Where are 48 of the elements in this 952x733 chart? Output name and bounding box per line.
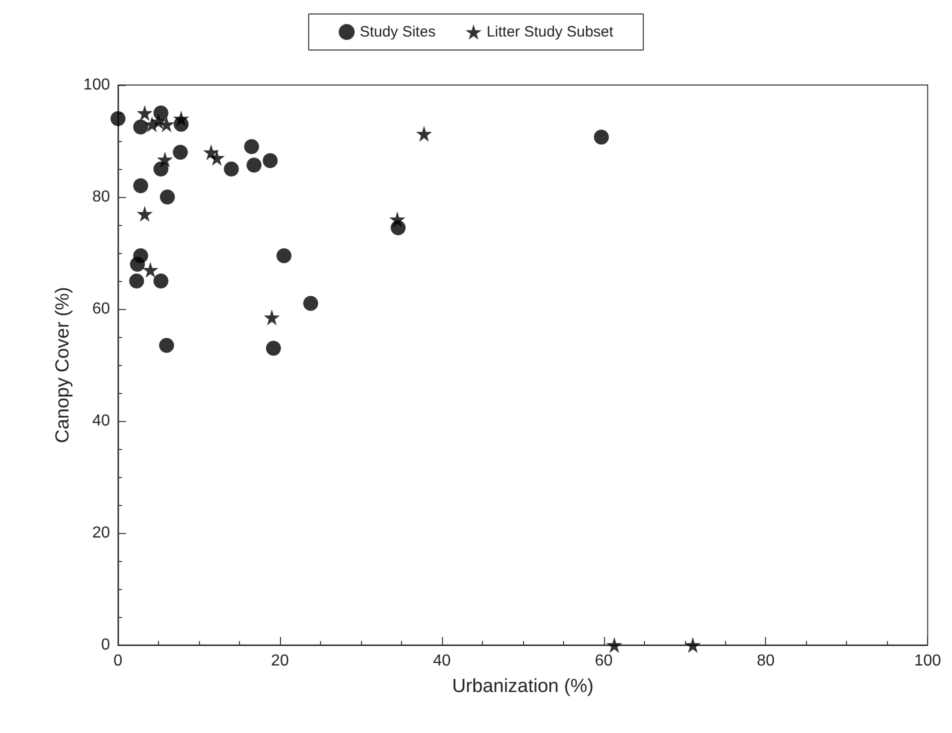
point [416, 126, 432, 142]
y-axis-title: Canopy Cover (%) [52, 286, 74, 444]
point [136, 206, 153, 222]
point [224, 162, 239, 176]
point [208, 150, 225, 166]
point [606, 637, 622, 653]
y-tick-label: 0 [101, 636, 110, 654]
point [264, 309, 280, 326]
point [136, 105, 153, 121]
y-tick-label: 100 [83, 76, 110, 94]
point [110, 111, 126, 126]
point [172, 144, 188, 160]
y-tick-label: 20 [92, 524, 110, 542]
x-tick-label: 80 [756, 652, 775, 670]
point [160, 190, 175, 204]
point [246, 158, 262, 173]
y-tick-label: 40 [92, 412, 110, 430]
point [262, 153, 278, 168]
point [594, 130, 609, 145]
point [153, 274, 168, 288]
x-axis-title: Urbanization (%) [452, 676, 594, 697]
point [684, 637, 701, 653]
y-tick-label: 60 [92, 300, 110, 318]
legend-label: Litter Study Subset [486, 24, 614, 40]
point [153, 106, 168, 120]
x-tick-label: 100 [914, 652, 942, 670]
point [156, 151, 173, 168]
point [133, 120, 148, 134]
point [142, 262, 158, 278]
y-tick-label: 80 [92, 188, 110, 206]
point [159, 338, 174, 353]
point [133, 178, 148, 194]
x-tick-label: 60 [594, 652, 613, 670]
legend-label: Study Sites [360, 24, 436, 40]
point [173, 110, 190, 127]
point [129, 274, 144, 288]
point [133, 248, 148, 264]
point [153, 162, 168, 176]
point [266, 340, 281, 356]
point [276, 248, 292, 264]
point [303, 296, 318, 311]
x-tick-label: 0 [114, 652, 123, 670]
x-tick-label: 20 [271, 652, 289, 670]
x-tick-label: 40 [432, 652, 451, 670]
point [244, 139, 260, 154]
point [150, 113, 166, 130]
point [158, 116, 175, 132]
point [389, 211, 406, 228]
